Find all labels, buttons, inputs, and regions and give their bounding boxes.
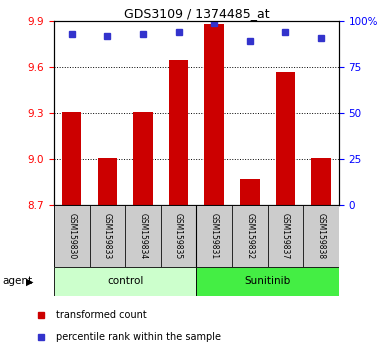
Bar [196, 205, 232, 267]
Bar [169, 59, 188, 205]
Title: GDS3109 / 1374485_at: GDS3109 / 1374485_at [124, 7, 269, 20]
Text: GSM159838: GSM159838 [316, 213, 325, 259]
Text: GSM159831: GSM159831 [210, 213, 219, 259]
Text: control: control [107, 276, 143, 286]
Bar [62, 112, 82, 205]
Bar [311, 158, 331, 205]
Text: agent: agent [2, 276, 32, 286]
Bar [133, 112, 153, 205]
Text: Sunitinib: Sunitinib [244, 276, 291, 286]
Text: GSM159834: GSM159834 [139, 213, 147, 259]
Text: ▶: ▶ [26, 276, 33, 286]
Bar [54, 205, 90, 267]
Bar [268, 205, 303, 267]
Bar [161, 205, 196, 267]
Bar [125, 205, 161, 267]
Text: GSM159833: GSM159833 [103, 213, 112, 259]
Text: GSM159830: GSM159830 [67, 213, 76, 259]
Text: GSM159832: GSM159832 [245, 213, 254, 259]
Bar [276, 72, 295, 205]
Bar [90, 205, 125, 267]
Bar [196, 267, 339, 296]
Text: percentile rank within the sample: percentile rank within the sample [56, 332, 221, 342]
Text: transformed count: transformed count [56, 310, 147, 320]
Text: GSM159835: GSM159835 [174, 213, 183, 259]
Bar [204, 24, 224, 205]
Text: GSM159837: GSM159837 [281, 213, 290, 259]
Bar [303, 205, 339, 267]
Bar [97, 158, 117, 205]
Bar [232, 205, 268, 267]
Bar [240, 179, 259, 205]
Bar [54, 267, 196, 296]
